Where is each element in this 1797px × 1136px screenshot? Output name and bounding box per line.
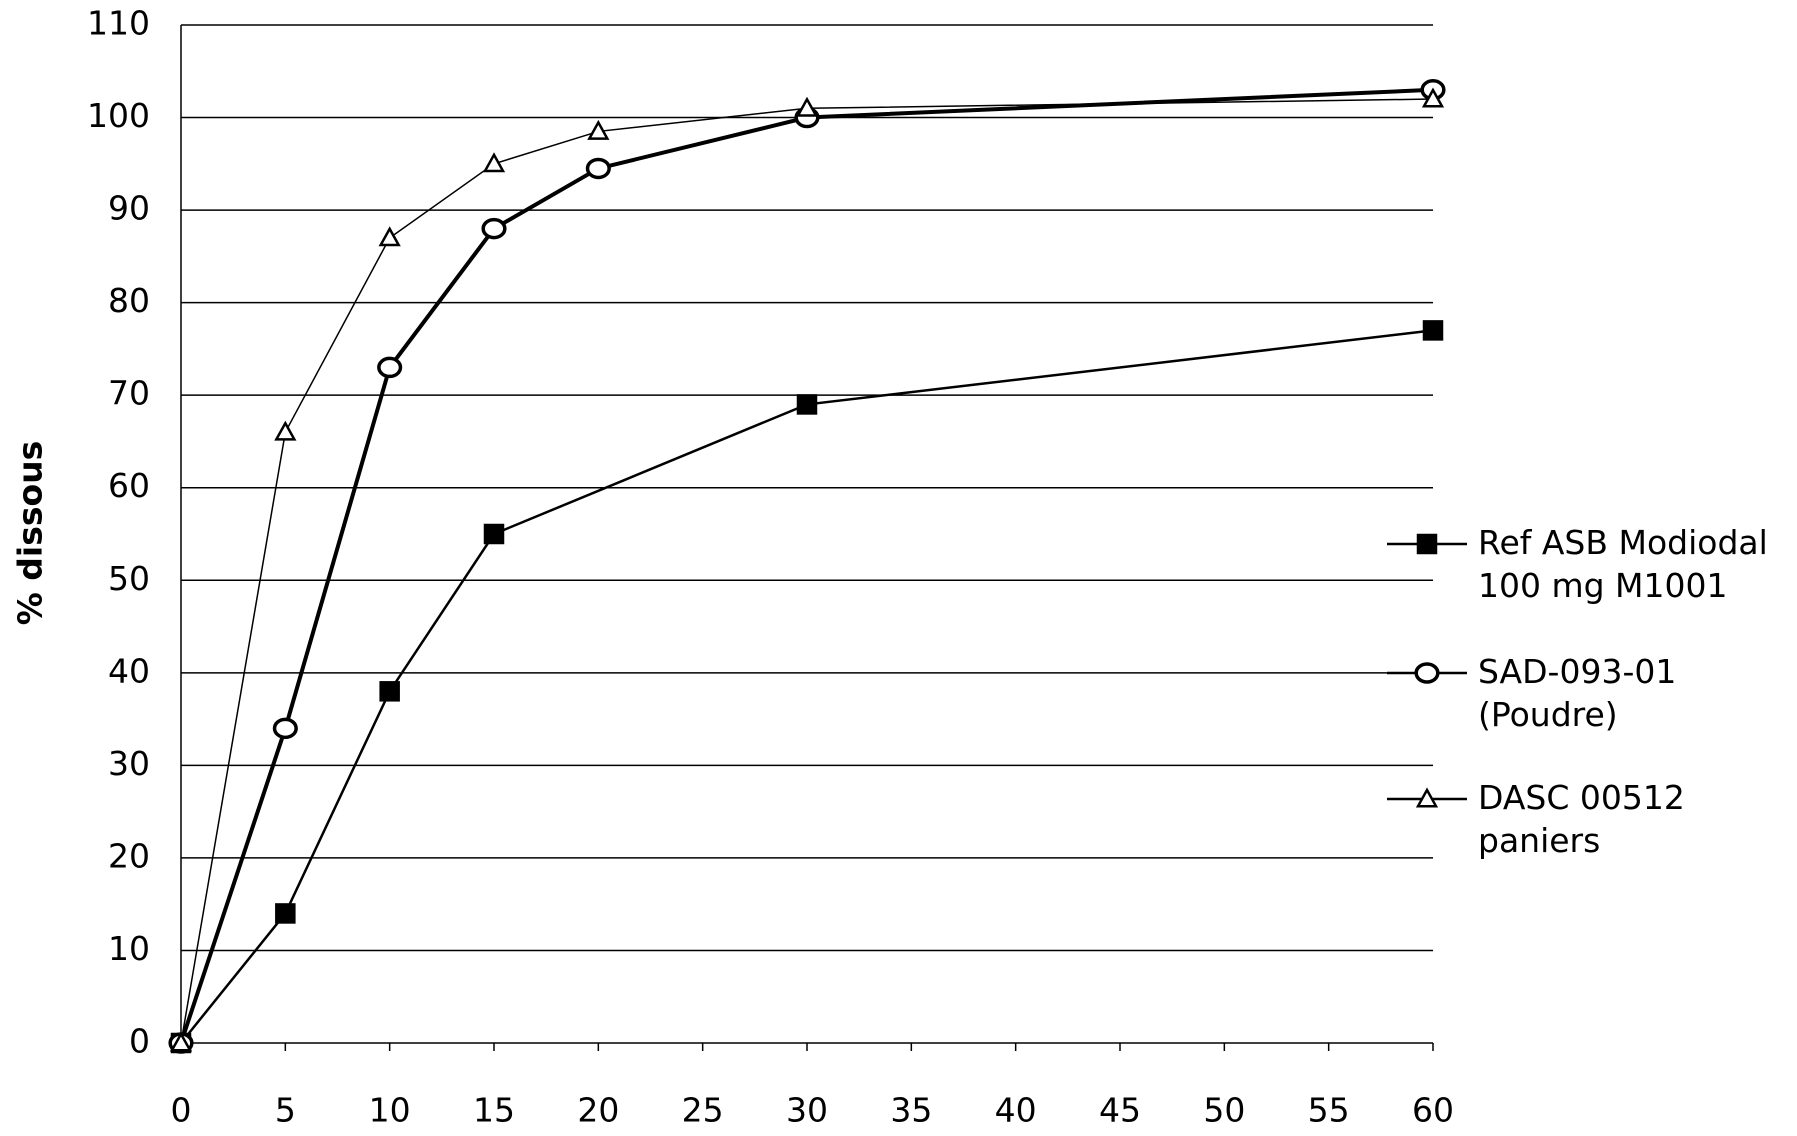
series-line: [180, 98, 1434, 1044]
y-tick-label: 0: [129, 1022, 150, 1061]
legend-marker: [1415, 787, 1439, 808]
legend-label: DASC 00512 paniers: [1478, 778, 1685, 860]
marker: [169, 1031, 193, 1052]
y-tick-label: 20: [108, 836, 150, 875]
legend-marker: [1416, 533, 1438, 555]
x-tick-label: 55: [1308, 1091, 1350, 1130]
x-tick-label: 20: [577, 1091, 619, 1130]
x-tick-label: 45: [1099, 1091, 1141, 1130]
marker: [1422, 320, 1444, 341]
y-tick-label: 50: [108, 559, 150, 598]
marker: [585, 157, 611, 180]
marker: [378, 226, 401, 247]
y-tick-label: 70: [108, 374, 150, 413]
marker: [587, 119, 610, 140]
y-tick-label: 40: [108, 651, 150, 690]
marker: [796, 394, 818, 415]
marker: [795, 96, 819, 117]
marker: [482, 152, 506, 173]
y-tick-label: 30: [108, 744, 150, 783]
x-tick-label: 10: [369, 1091, 411, 1130]
y-tick-label: 110: [87, 4, 150, 43]
series-line: [180, 329, 1434, 1044]
x-tick-label: 30: [786, 1091, 828, 1130]
marker: [274, 420, 297, 441]
x-tick-label: 35: [890, 1091, 932, 1130]
y-tick-label: 100: [87, 96, 150, 135]
legend-marker: [1414, 662, 1440, 684]
marker: [275, 903, 296, 924]
y-axis-label: % dissous: [11, 441, 50, 626]
y-tick-label: 10: [108, 929, 150, 968]
marker: [1421, 87, 1445, 108]
x-tick-label: 15: [473, 1091, 515, 1130]
x-tick-label: 40: [995, 1091, 1037, 1130]
y-tick-label: 90: [108, 189, 150, 228]
x-tick-label: 25: [682, 1091, 724, 1130]
marker: [481, 217, 507, 240]
x-tick-label: 5: [275, 1091, 296, 1130]
marker: [379, 681, 400, 702]
legend-label: SAD-093-01 (Poudre): [1478, 652, 1677, 734]
marker: [272, 717, 298, 740]
x-tick-label: 0: [171, 1091, 192, 1130]
marker: [377, 356, 403, 379]
x-tick-label: 60: [1412, 1091, 1454, 1130]
marker: [483, 523, 505, 545]
x-tick-label: 50: [1203, 1091, 1245, 1130]
y-tick-label: 60: [108, 466, 150, 505]
legend-label: Ref ASB Modiodal 100 mg M1001: [1478, 523, 1768, 605]
y-tick-label: 80: [108, 281, 150, 320]
series-line: [179, 87, 1434, 1044]
